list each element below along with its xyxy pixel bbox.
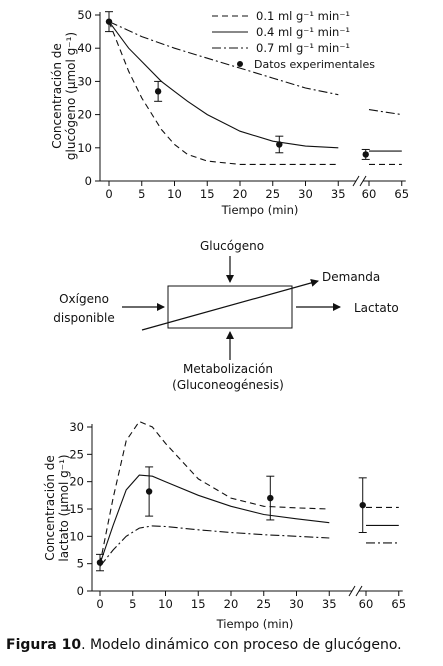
c2-data-point: [266, 475, 275, 521]
legend-label: Datos experimentales: [254, 58, 375, 71]
glycogen-chart-axes: [99, 12, 406, 187]
c2-x-tick-label: 20: [224, 597, 239, 611]
lactate-chart-series: [96, 420, 399, 572]
c1-y-tick-label: 0: [85, 174, 92, 188]
c2-y-tick-label: 0: [77, 584, 84, 598]
c2-data-point: [96, 553, 104, 572]
c1-x-tick-label: 20: [233, 187, 248, 201]
c1-data-point: [105, 11, 113, 33]
c1-series-dashdot-line: [108, 21, 339, 96]
legend-label: 0.1 ml g⁻¹ min⁻¹: [256, 9, 350, 23]
c2-y-tick-label: 20: [69, 475, 84, 489]
lactate-y-axis-label-line2: lactato (μmol g⁻¹): [57, 454, 71, 561]
c2-data-point: [145, 466, 154, 517]
c2-y-tick-label: 30: [69, 420, 84, 434]
c1-y-tick-label: 40: [77, 41, 92, 55]
glycogen-chart-ticks: 0 10 20 30 40 50 0 5 10 15 20 25 30 35 60 65: [77, 8, 409, 201]
glycogen-x-axis-label: Tiempo (min): [221, 203, 299, 217]
diagram-label-available: disponible: [53, 311, 114, 325]
diagram-label-oxygen: Oxígeno: [59, 292, 109, 306]
c1-x-tick-label: 10: [167, 187, 182, 201]
c1-x-tick-label: 30: [298, 187, 313, 201]
caption-text: . Modelo dinámico con proceso de glucóge…: [81, 637, 402, 653]
c2-x-tick-label: 30: [289, 597, 304, 611]
c2-x-tick-label: 15: [191, 597, 206, 611]
c2-y-tick-label: 10: [69, 529, 84, 543]
diagram-label-gluconeogenesis: (Gluconeogénesis): [172, 378, 284, 392]
c1-x-tick-label: 65: [394, 187, 409, 201]
lactate-chart: 0 5 10 15 20 25 30 0 5 10 15 20 25 30 35 60 65 Concentra…: [43, 420, 406, 631]
diagram-label-lactate: Lactato: [354, 301, 399, 315]
c1-data-point: [361, 148, 370, 160]
c1-y-tick-label: 50: [77, 8, 92, 22]
diagram-label-metabolism: Metabolización: [183, 362, 273, 376]
diagram-label-glycogen: Glucógeno: [200, 239, 264, 253]
c2-data-point: [358, 477, 367, 534]
glycogen-y-axis-label-line2: glucógeno (μmol g⁻¹): [64, 32, 78, 160]
c2-x-tick-label: 0: [96, 597, 103, 611]
lactate-chart-ticks: 0 5 10 15 20 25 30 0 5 10 15 20 25 30 35 60 65: [69, 420, 406, 611]
c2-x-tick-label: 65: [391, 597, 406, 611]
c1-x-tick-label: 35: [331, 187, 346, 201]
glycogen-chart: 0 10 20 30 40 50 0 5 10 15 20 25 30 35 60 65 0.1 ml g⁻¹…: [50, 8, 409, 217]
c2-series-solid-line: [99, 474, 330, 564]
c2-y-tick-label: 5: [77, 557, 84, 571]
c2-x-tick-label: 5: [129, 597, 136, 611]
legend-entry: 0.4 ml g⁻¹ min⁻¹: [212, 25, 350, 39]
legend-entry: 0.1 ml g⁻¹ min⁻¹: [212, 9, 350, 23]
c1-x-tick-label: 5: [138, 187, 145, 201]
glycogen-chart-legend: 0.1 ml g⁻¹ min⁻¹ 0.4 ml g⁻¹ min⁻¹ 0.7 ml g…: [212, 9, 375, 71]
c1-data-point: [275, 135, 284, 154]
legend-marker: [237, 61, 243, 67]
legend-entry: Datos experimentales: [237, 58, 375, 71]
c2-axis-break-mark: [348, 585, 356, 597]
c1-data-point: [154, 80, 163, 102]
c2-y-tick-label: 25: [69, 447, 84, 461]
c1-series-dashed-line: [108, 21, 339, 165]
c1-x-tick-label: 15: [200, 187, 215, 201]
c1-axis-break-mark: [352, 175, 360, 187]
c1-x-tick-label: 60: [362, 187, 377, 201]
c1-x-tick-label: 0: [105, 187, 112, 201]
c1-axis-break-mark: [359, 175, 367, 187]
legend-entry: 0.7 ml g⁻¹ min⁻¹: [212, 41, 350, 55]
c2-axis-break-mark: [355, 585, 363, 597]
glycogen-chart-series: [105, 11, 402, 165]
c1-series-dashdot-line-tail: [368, 109, 402, 116]
c2-x-tick-label: 35: [322, 597, 337, 611]
c1-y-tick-label: 10: [77, 141, 92, 155]
c2-x-tick-label: 25: [256, 597, 271, 611]
c1-y-tick-label: 20: [77, 108, 92, 122]
legend-label: 0.4 ml g⁻¹ min⁻¹: [256, 25, 350, 39]
process-box: [167, 285, 293, 329]
lactate-x-axis-label: Tiempo (min): [216, 617, 294, 631]
c2-x-tick-label: 10: [158, 597, 173, 611]
lactate-y-axis-label-line1: Concentración de: [43, 455, 57, 561]
diagram-label-demand: Demanda: [322, 270, 380, 284]
c1-series-solid-line: [108, 21, 339, 149]
c2-y-tick-label: 15: [69, 502, 84, 516]
c1-x-tick-label: 25: [265, 187, 280, 201]
c2-x-tick-label: 60: [359, 597, 374, 611]
c2-series-dashed-line: [99, 420, 330, 564]
figure-caption: Figura 10. Modelo dinámico con proceso d…: [6, 637, 443, 653]
caption-label: Figura 10: [6, 637, 82, 653]
process-diagram: Glucógeno Oxígeno disponible Lactato Dem…: [53, 239, 398, 392]
c2-series-dashdot-line: [99, 525, 330, 567]
c1-y-tick-label: 30: [77, 74, 92, 88]
demand-output-arrow: [141, 279, 319, 331]
legend-label: 0.7 ml g⁻¹ min⁻¹: [256, 41, 350, 55]
glycogen-y-axis-label-line1: Concentración de: [50, 43, 64, 149]
